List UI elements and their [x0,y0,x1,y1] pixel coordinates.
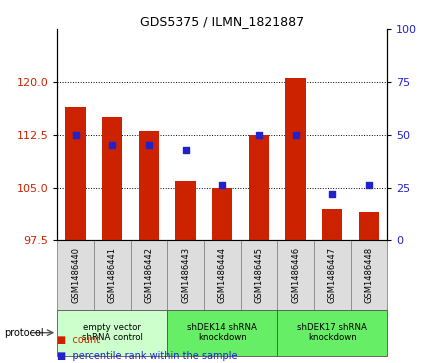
Bar [277,240,314,310]
Bar [167,310,277,356]
Bar [277,310,387,356]
Point [365,183,372,188]
Text: empty vector
shRNA control: empty vector shRNA control [82,323,143,342]
Bar [167,240,204,310]
Bar [57,240,94,310]
Text: shDEK17 shRNA
knockdown: shDEK17 shRNA knockdown [297,323,367,342]
Bar [204,240,241,310]
Text: GSM1486446: GSM1486446 [291,247,300,303]
Point [329,191,336,197]
Title: GDS5375 / ILMN_1821887: GDS5375 / ILMN_1821887 [140,15,304,28]
Text: GSM1486441: GSM1486441 [108,247,117,303]
Bar [176,180,196,240]
Point [72,132,79,138]
Bar [139,131,159,240]
Point [219,183,226,188]
Bar [57,310,167,356]
Text: GSM1486445: GSM1486445 [254,247,264,303]
Text: protocol: protocol [4,328,44,338]
Bar [249,135,269,240]
Bar [131,240,167,310]
Bar [351,240,387,310]
Text: GSM1486442: GSM1486442 [144,247,154,303]
Bar [66,107,86,240]
Bar [359,212,379,240]
Point [292,132,299,138]
Bar [102,117,122,240]
Text: GSM1486440: GSM1486440 [71,247,80,303]
Bar [322,209,342,240]
Text: ■  count: ■ count [57,335,100,345]
Point [255,132,262,138]
Bar [94,240,131,310]
Text: shDEK14 shRNA
knockdown: shDEK14 shRNA knockdown [187,323,257,342]
Bar [212,188,232,240]
Bar [286,78,306,240]
Text: GSM1486448: GSM1486448 [364,247,374,303]
Text: GSM1486447: GSM1486447 [328,247,337,303]
Text: GSM1486444: GSM1486444 [218,247,227,303]
Point [145,142,152,148]
Point [109,142,116,148]
Text: ■  percentile rank within the sample: ■ percentile rank within the sample [57,351,238,361]
Bar [314,240,351,310]
Text: GSM1486443: GSM1486443 [181,247,190,303]
Point [182,147,189,152]
Bar [241,240,277,310]
